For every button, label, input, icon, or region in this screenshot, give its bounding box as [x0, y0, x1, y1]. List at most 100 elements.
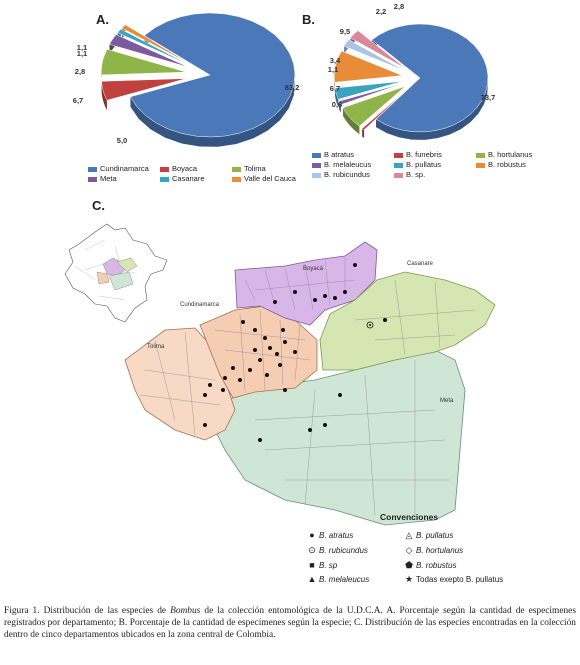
- legendA-item-4: Meta: [88, 174, 117, 184]
- legend-swatch: [160, 176, 169, 182]
- b-value-label-6: 9,5: [340, 27, 350, 36]
- legend-swatch: [232, 176, 241, 182]
- b-value-label-2: 0,6: [332, 100, 342, 109]
- b-value-label-8: 2,8: [394, 2, 404, 11]
- b-slice-1: [371, 23, 489, 133]
- b-slice-4: [338, 82, 404, 105]
- a-slice-4: [109, 34, 189, 68]
- a-value-label-5: 1,1: [77, 49, 87, 58]
- legend-label: B. hortulanus: [488, 150, 533, 159]
- rubicundus-marker: [366, 321, 374, 329]
- a-slice-6: [121, 24, 192, 65]
- region-casanare: [319, 271, 496, 371]
- convention-item-4: ▲ B. melaleucus: [305, 574, 370, 584]
- figure-caption: Figura 1. Distribución de las especies d…: [4, 605, 576, 641]
- legend-swatch: [232, 166, 241, 172]
- b-slice-6: [334, 50, 403, 83]
- b-value-label-5: 3,4: [330, 56, 341, 65]
- legend-swatch: [88, 166, 97, 172]
- legendB-item-2: B. funebris: [394, 150, 442, 160]
- legend-swatch: [160, 166, 169, 172]
- legend-label: B. sp.: [406, 170, 426, 179]
- specimen-markers: [203, 263, 387, 442]
- convention-symbol: ●: [309, 530, 315, 540]
- a-value-label-2: 5,0: [117, 136, 127, 145]
- b-slice-7: [343, 39, 405, 71]
- b-slice-side-2: [362, 128, 365, 138]
- a-value-label-4: 2,8: [75, 67, 85, 76]
- legend-swatch: [394, 152, 403, 158]
- pie-chart-a: 83,2 5,0 6,7 2,8 1,11,1: [73, 12, 300, 147]
- caption-prefix: Figura 1. Distribución de las especies d…: [4, 606, 171, 616]
- label-meta: Meta: [440, 398, 454, 404]
- legend-a: Cundinamarca Boyaca Tolima Meta Casanare Vall…: [88, 164, 298, 194]
- legend-label: Casanare: [172, 174, 205, 183]
- map-panel: Boyacá Casanare Cundinamarca Tolima Meta: [64, 223, 496, 526]
- convention-item-1: ● B. atratus: [305, 530, 353, 540]
- b-slice-8: [350, 30, 407, 70]
- legend-label: B. rubicundus: [324, 170, 370, 179]
- legendA-item-1: Cundinamarca: [88, 164, 149, 174]
- label-boyaca: Boyacá: [303, 266, 324, 272]
- legend-swatch: [394, 162, 403, 168]
- legend-swatch: [476, 162, 485, 168]
- label-cundinamarca: Cundinamarca: [180, 302, 220, 308]
- convention-symbol: ★: [404, 574, 414, 584]
- legend-label: Valle del Cauca: [244, 174, 296, 183]
- a-slice-3: [101, 49, 187, 76]
- legend-swatch: [88, 176, 97, 182]
- legend-label: B atratus: [324, 150, 355, 159]
- b-slice-3: [342, 86, 406, 127]
- panel-label-c: C.: [92, 198, 105, 213]
- conventions-title: Convenciones: [380, 512, 439, 522]
- label-tolima: Tolima: [147, 344, 165, 350]
- caption-text: de la colección entomológica de la U.D.C…: [4, 606, 576, 640]
- convention-label: B. melaleucus: [319, 575, 370, 584]
- convention-label: B. rubicundus: [319, 546, 368, 555]
- convention-label: Todas exepto B. pullatus: [416, 575, 504, 584]
- legendA-item-5: Casanare: [160, 174, 205, 184]
- a-value-label-6: 1,1: [77, 43, 87, 52]
- b-slice-2: [361, 88, 409, 131]
- panel-label-a: A.: [96, 12, 109, 27]
- convention-symbol: ▲: [307, 574, 317, 584]
- a-value-label-1: 83,2: [285, 83, 300, 92]
- convention-item-6: ◇ B. hortulanus: [402, 545, 464, 556]
- region-cundinamarca: [199, 305, 318, 399]
- a-slice-side-2: [101, 81, 107, 111]
- b-value-label-1: 73,7: [481, 93, 496, 102]
- legend-swatch: [312, 152, 321, 158]
- a-slice-1: [130, 12, 296, 138]
- legendB-item-6: B. robustus: [476, 160, 526, 170]
- b-slice-5: [334, 81, 403, 100]
- legendA-item-2: Boyaca: [160, 164, 197, 174]
- legend-label: Boyaca: [172, 164, 198, 173]
- convention-label: B. hortulanus: [416, 546, 464, 555]
- panel-label-b: B.: [302, 12, 315, 27]
- legend-swatch: [394, 172, 403, 178]
- region-meta: [204, 349, 466, 526]
- a-slice-5: [117, 28, 191, 66]
- legendB-item-1: B atratus: [312, 150, 354, 160]
- legend-label: B. melaleucus: [324, 160, 372, 169]
- region-boyaca: [234, 241, 378, 326]
- convention-label: B. pullatus: [416, 531, 454, 540]
- convention-symbol: ◇: [405, 545, 413, 555]
- convention-item-3: ■ B. sp: [305, 560, 337, 570]
- legend-swatch: [476, 152, 485, 158]
- convention-item-8: ★ Todas exepto B. pullatus: [402, 574, 503, 585]
- convention-symbol: ■: [309, 560, 315, 570]
- pie-chart-b: 73,7 0,6 6,7 1,13,4 9,5 2,2 2,8: [328, 2, 496, 140]
- legend-label: B. robustus: [488, 160, 526, 169]
- a-slice-2: [101, 78, 187, 101]
- rubicundus-marker-dot: [369, 324, 371, 326]
- legendB-item-5: B. pullatus: [394, 160, 441, 170]
- convention-label: B. robustus: [416, 561, 457, 570]
- legend-label: B. pullatus: [406, 160, 442, 169]
- municipal-borders: [139, 258, 476, 520]
- convention-symbol: ◬: [405, 530, 413, 540]
- convention-label: B. atratus: [319, 531, 354, 540]
- legendA-item-3: Tolima: [232, 164, 266, 174]
- legendB-item-8: B. sp.: [394, 170, 425, 180]
- legend-label: Cundinamarca: [100, 164, 149, 173]
